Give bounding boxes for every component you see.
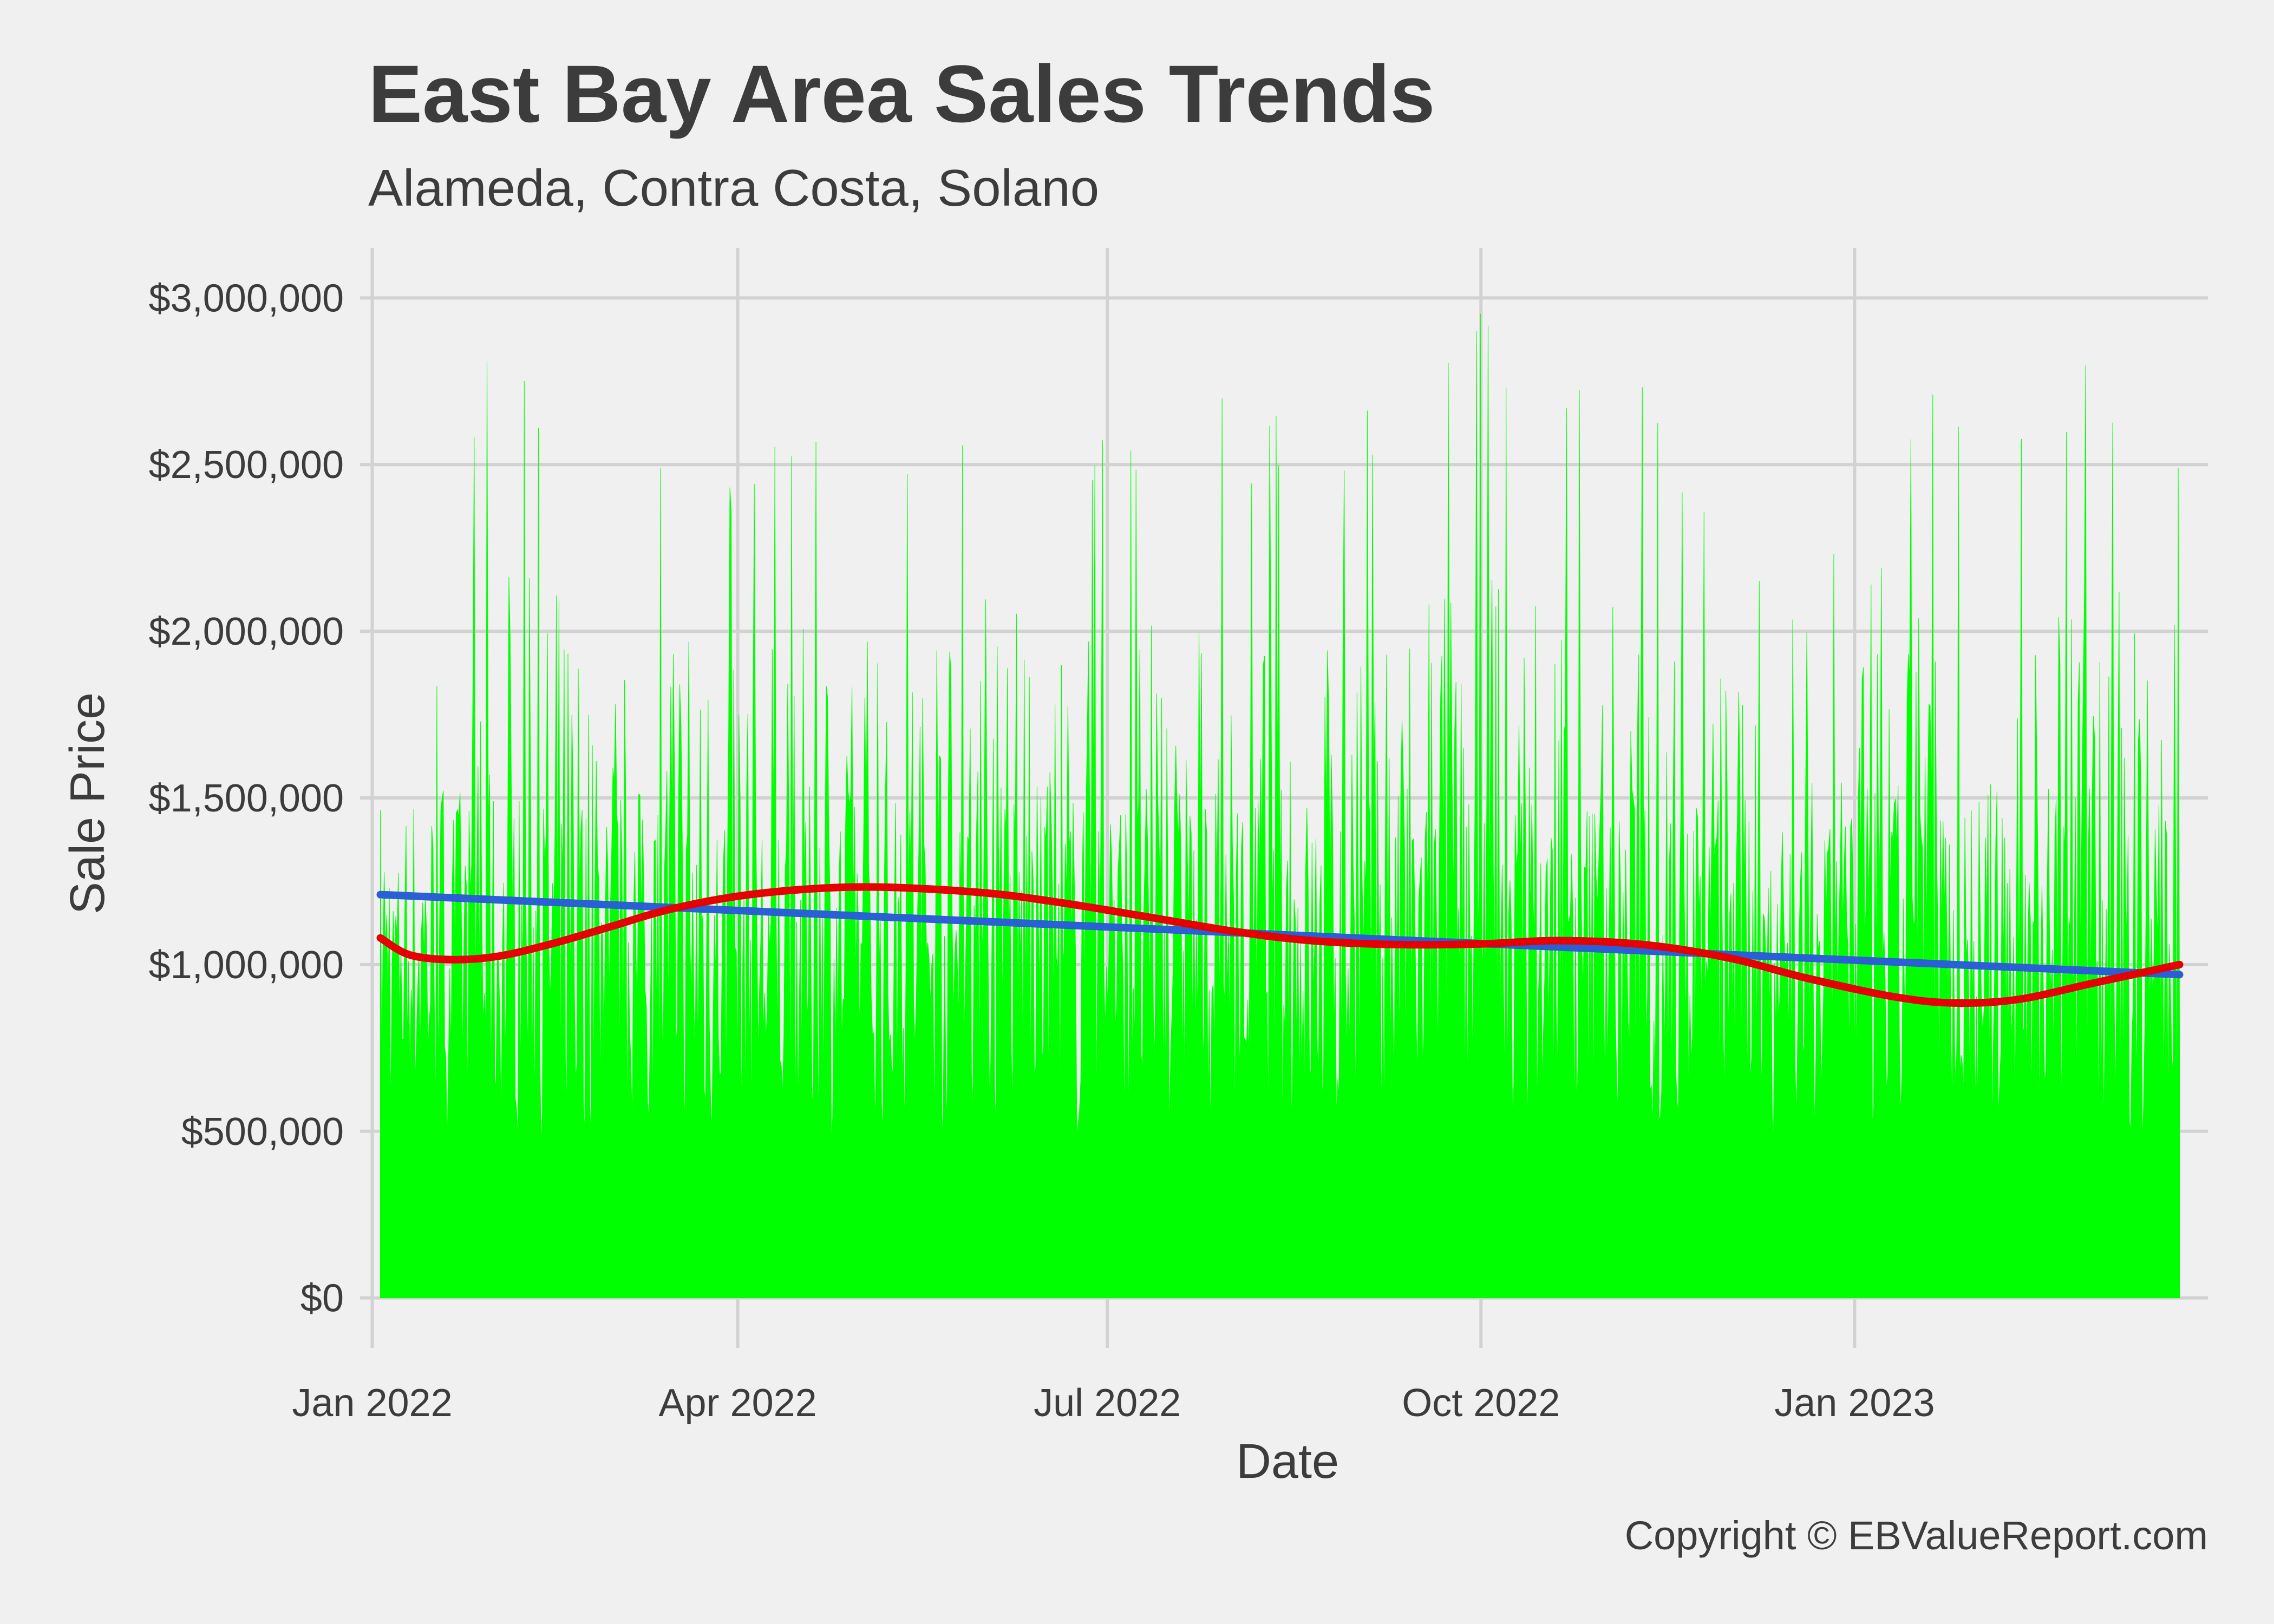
chart-title: East Bay Area Sales Trends (368, 48, 1435, 139)
sales-area (380, 313, 2180, 1299)
y-tick-label: $2,000,000 (149, 610, 344, 653)
x-tick-label: Jan 2022 (292, 1381, 452, 1425)
y-tick-label: $1,500,000 (149, 777, 344, 820)
sales-price-area (380, 313, 2180, 1299)
copyright-caption: Copyright © EBValueReport.com (1625, 1513, 2208, 1558)
x-tick-label: Oct 2022 (1402, 1381, 1560, 1425)
y-tick-label: $0 (300, 1277, 344, 1320)
trend-lines (376, 883, 2184, 1007)
x-tick-label: Apr 2022 (658, 1381, 816, 1425)
x-axis-title: Date (1236, 1435, 1339, 1489)
y-axis-title: Sale Price (61, 692, 115, 914)
x-tick-label: Jan 2023 (1774, 1381, 1935, 1425)
y-tick-label: $1,000,000 (149, 944, 344, 987)
x-axis-ticks: Jan 2022 Apr 2022 Jul 2022 Oct 2022 Jan 2023 (292, 1381, 1935, 1425)
y-tick-label: $500,000 (181, 1110, 344, 1154)
y-axis-ticks: $0 $500,000 $1,000,000 $1,500,000 $2,000,000… (149, 277, 344, 1320)
chart-subtitle: Alameda, Contra Costa, Solano (368, 159, 1099, 217)
y-tick-label: $2,500,000 (149, 443, 344, 487)
y-tick-label: $3,000,000 (149, 277, 344, 320)
smooth-trend-line (376, 883, 2184, 1007)
x-tick-label: Jul 2022 (1034, 1381, 1181, 1425)
